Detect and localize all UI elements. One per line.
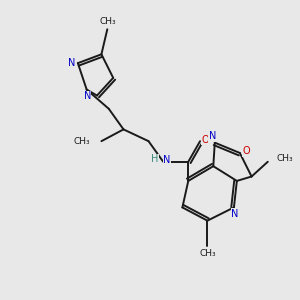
Text: CH₃: CH₃: [100, 16, 116, 26]
Text: N: N: [84, 91, 91, 101]
Text: N: N: [231, 209, 239, 219]
Text: H: H: [151, 154, 158, 164]
Text: CH₃: CH₃: [74, 137, 90, 146]
Text: N: N: [68, 58, 75, 68]
Text: O: O: [202, 135, 209, 145]
Text: N: N: [163, 155, 170, 165]
Text: CH₃: CH₃: [276, 154, 292, 163]
Text: CH₃: CH₃: [199, 249, 216, 258]
Text: N: N: [209, 131, 216, 141]
Text: O: O: [242, 146, 250, 157]
